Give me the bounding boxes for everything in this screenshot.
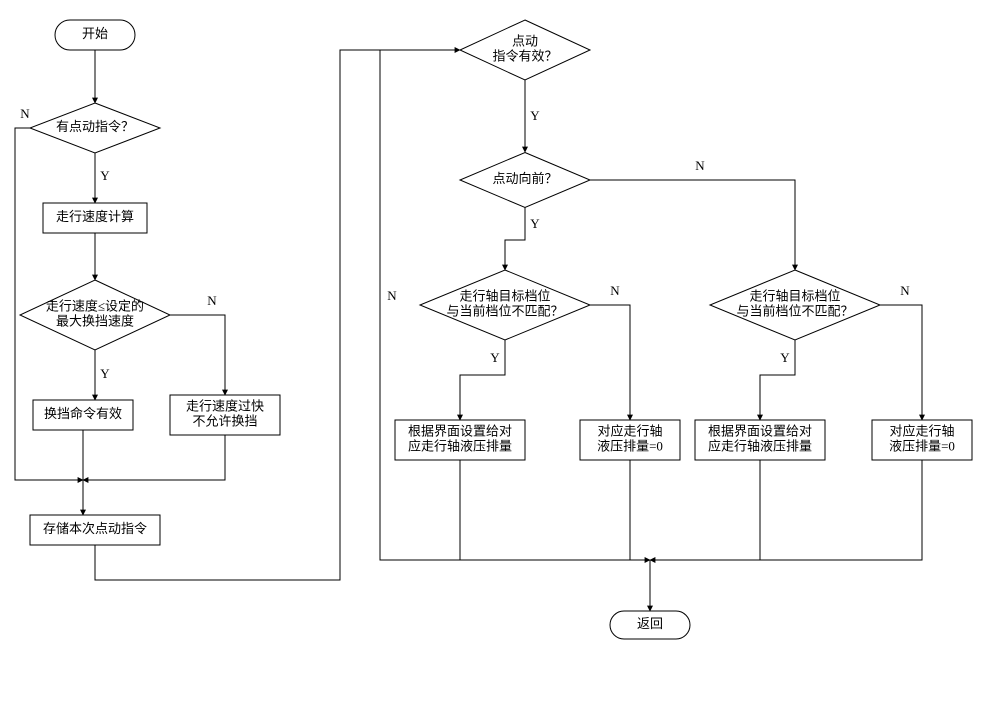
node-text: 液压排量=0 xyxy=(889,438,955,453)
node-text: 换挡命令有效 xyxy=(44,406,122,421)
node-text: 走行轴目标档位 xyxy=(749,288,840,303)
flow-edge xyxy=(170,315,225,395)
node-text: 走行速度≤设定的 xyxy=(46,298,144,313)
node-text: 根据界面设置给对 xyxy=(708,423,812,438)
flow-edge xyxy=(760,340,795,420)
node-text: 对应走行轴 xyxy=(597,423,662,438)
flow-edge xyxy=(880,305,922,420)
node-text: 有点动指令？ xyxy=(56,119,134,134)
node-text: 液压排量=0 xyxy=(597,438,663,453)
node-text: 点动向前？ xyxy=(492,171,557,186)
flowchart-canvas: Y Y N N Y Y N Y N Y N N 开始有点动指令？ 走行速度计算走行速度≤设定的最大换挡速度… xyxy=(0,0,1000,701)
edge-label: N xyxy=(20,106,30,121)
node-text: 走行速度过快 xyxy=(186,398,264,413)
edge-label: Y xyxy=(780,350,790,365)
edge-label: N xyxy=(387,288,397,303)
node-text: 根据界面设置给对 xyxy=(408,423,512,438)
edge-label: N xyxy=(207,293,217,308)
node-text: 走行轴目标档位 xyxy=(459,288,550,303)
node-text: 指令有效？ xyxy=(492,48,557,63)
edge-label: Y xyxy=(490,350,500,365)
node-text: 开始 xyxy=(82,26,108,41)
flow-edge xyxy=(650,460,922,560)
node-text: 对应走行轴 xyxy=(889,423,954,438)
edge-label: N xyxy=(695,158,705,173)
edge-label: Y xyxy=(100,168,110,183)
node-text: 存储本次点动指令 xyxy=(43,521,147,536)
flow-edge xyxy=(650,460,760,560)
node-text: 应走行轴液压排量 xyxy=(408,438,512,453)
flow-edge xyxy=(505,207,525,270)
edge-label: Y xyxy=(530,108,540,123)
edge-label: N xyxy=(900,283,910,298)
flow-edge xyxy=(83,435,225,480)
flow-edge xyxy=(460,460,650,560)
node-text: 不允许换挡 xyxy=(192,413,257,428)
flow-edge xyxy=(590,305,630,420)
node-text: 与当前档位不匹配？ xyxy=(446,303,563,318)
edge-label: N xyxy=(610,283,620,298)
node-text: 最大换挡速度 xyxy=(56,313,134,328)
flow-edge xyxy=(590,180,795,270)
node-text: 点动 xyxy=(512,33,538,48)
node-text: 应走行轴液压排量 xyxy=(708,438,812,453)
edge-label: Y xyxy=(530,216,540,231)
node-text: 与当前档位不匹配？ xyxy=(736,303,853,318)
node-text: 走行速度计算 xyxy=(56,209,134,224)
edge-label: Y xyxy=(100,366,110,381)
node-text: 返回 xyxy=(637,616,663,631)
